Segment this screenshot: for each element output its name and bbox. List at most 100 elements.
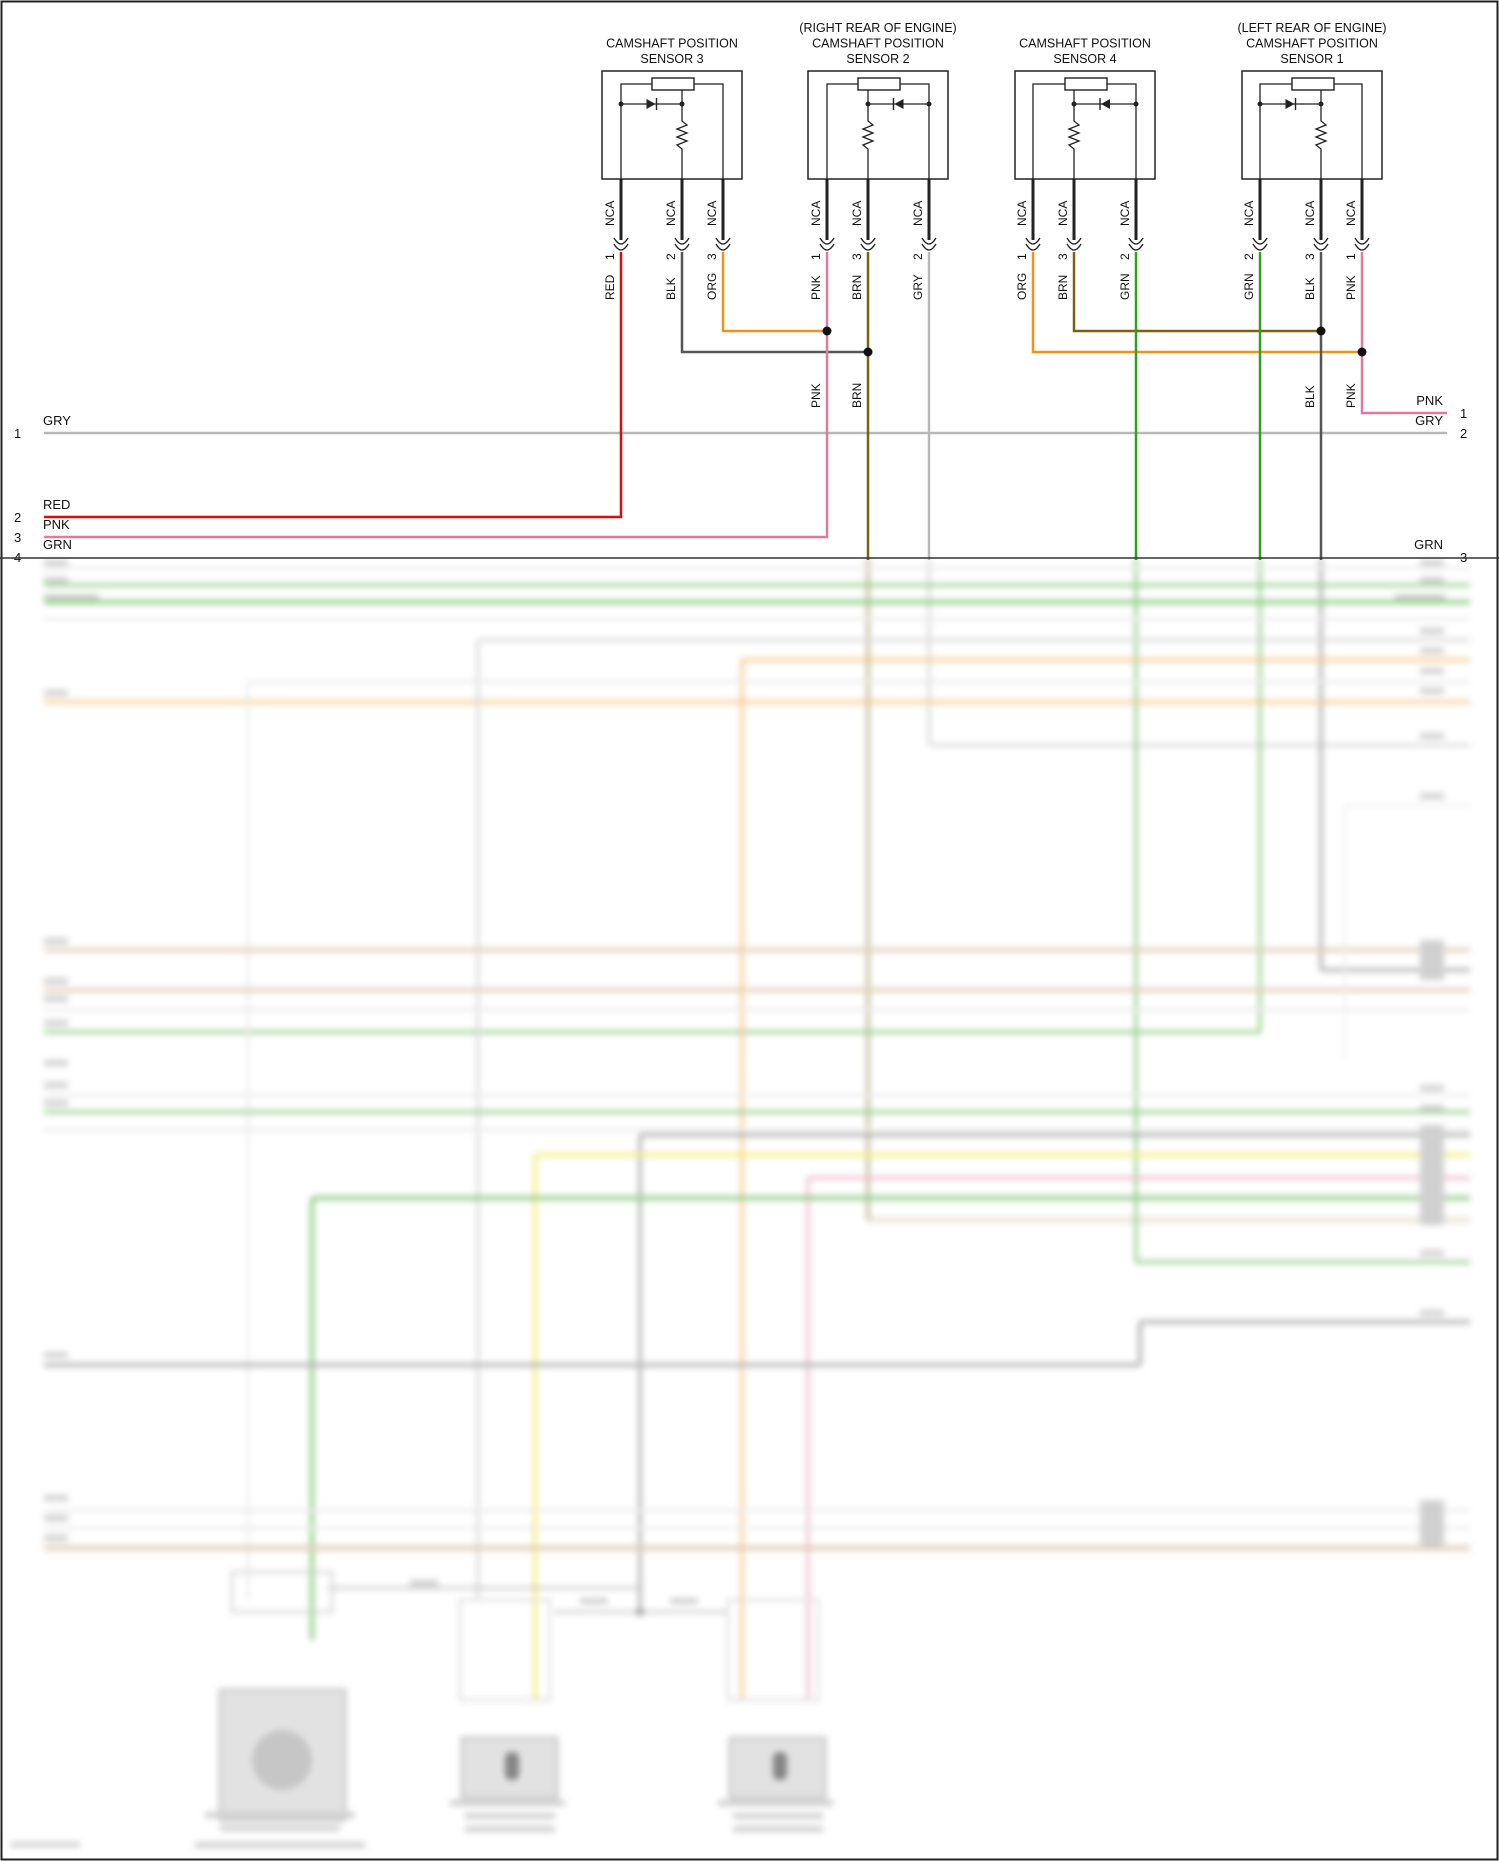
connector-symbol — [860, 237, 876, 251]
right-pin-wire-color: GRY — [1415, 413, 1443, 428]
pin-nca-label: NCA — [1344, 201, 1358, 226]
sensor-title-line: (RIGHT REAR OF ENGINE) — [799, 21, 956, 35]
potentiometer-symbol — [651, 77, 695, 91]
sensor-rail-left — [620, 83, 652, 179]
splice-dot — [863, 347, 873, 357]
connector-symbol — [1025, 237, 1041, 251]
pin-nca-label: NCA — [911, 201, 925, 226]
sensor-rail-right — [694, 83, 724, 179]
sensor-title-line: CAMSHAFT POSITION — [1246, 37, 1378, 51]
pin-number: 1 — [1015, 253, 1029, 260]
left-pin-number: 1 — [14, 426, 21, 441]
junction-dot — [679, 101, 685, 107]
pin-nca-label: NCA — [603, 201, 617, 226]
sensor-title-line: (LEFT REAR OF ENGINE) — [1237, 21, 1386, 35]
connector-symbol — [674, 237, 690, 251]
pin-number: 3 — [1056, 253, 1070, 260]
sensor-rail-right — [1107, 83, 1137, 179]
junction-dot — [926, 101, 932, 107]
wire-pnk-s1 — [1360, 252, 1447, 415]
left-pin-wire-color: GRY — [43, 413, 71, 428]
left-pin-wire-color: GRN — [43, 537, 72, 552]
connector-symbol — [921, 237, 937, 251]
splice-wire-label: BRN — [850, 383, 864, 408]
resistor-symbol — [1314, 103, 1328, 179]
junction-dot — [865, 101, 871, 107]
pin-nca-label: NCA — [850, 201, 864, 226]
pin-nca-label: NCA — [809, 201, 823, 226]
right-pin-number: 2 — [1460, 426, 1467, 441]
pin-number: 2 — [1242, 253, 1256, 260]
pin-number: 3 — [705, 253, 719, 260]
wire-brn-s4 — [1072, 252, 1321, 333]
connector-symbol — [1128, 237, 1144, 251]
sensor-title-line: SENSOR 1 — [1280, 52, 1343, 66]
junction-dot — [1071, 101, 1077, 107]
wire-red — [44, 252, 623, 519]
wire-org-s4 — [1031, 252, 1362, 354]
splice-dot — [822, 326, 832, 336]
pin-wire-color: BRN — [850, 275, 864, 300]
pin-nca-label: NCA — [1118, 201, 1132, 226]
left-pin-number: 2 — [14, 510, 21, 525]
pin-number: 1 — [809, 253, 823, 260]
sensor-rail-left — [1032, 83, 1065, 179]
splice-dot — [1357, 347, 1367, 357]
sensor-title-line: SENSOR 4 — [1053, 52, 1116, 66]
sensor-title-line: CAMSHAFT POSITION — [1019, 37, 1151, 51]
pin-number: 2 — [911, 253, 925, 260]
pin-nca-label: NCA — [1242, 201, 1256, 226]
splice-wire-label: PNK — [809, 383, 823, 408]
diode-icon — [1101, 99, 1110, 109]
potentiometer-symbol — [857, 77, 901, 91]
pin-wire-color: GRN — [1242, 273, 1256, 300]
diode-icon — [894, 99, 904, 109]
pin-number: 2 — [1118, 253, 1132, 260]
right-pin-number: 1 — [1460, 406, 1467, 421]
junction-dot — [1257, 101, 1263, 107]
sensor-title-line: CAMSHAFT POSITION — [812, 37, 944, 51]
sensor-title-line: CAMSHAFT POSITION — [606, 37, 738, 51]
splice-wire-label: PNK — [1344, 383, 1358, 408]
pin-wire-color: BLK — [1303, 277, 1317, 300]
sensor-title-line: SENSOR 3 — [640, 52, 703, 66]
pin-wire-color: GRY — [911, 274, 925, 300]
pin-wire-color: BRN — [1056, 275, 1070, 300]
left-pin-wire-color: RED — [43, 497, 70, 512]
pin-wire-color: ORG — [1015, 273, 1029, 300]
pin-wire-color: PNK — [1344, 275, 1358, 300]
right-pin-wire-color: GRN — [1414, 537, 1443, 552]
diode-icon — [1285, 99, 1295, 109]
connector-symbol — [1354, 237, 1370, 251]
resistor-symbol — [675, 103, 689, 179]
connector-symbol — [819, 237, 835, 251]
pin-number: 3 — [1303, 253, 1317, 260]
left-pin-number: 3 — [14, 530, 21, 545]
junction-dot — [618, 101, 624, 107]
connector-symbol — [1313, 237, 1329, 251]
potentiometer-symbol — [1291, 77, 1335, 91]
splice-wire-label: BLK — [1303, 385, 1317, 408]
sensor-rail-left — [1259, 83, 1292, 179]
obscured-region — [10, 558, 1470, 1848]
wire-pnk-s2 — [44, 252, 829, 539]
wire-blk-s3 — [680, 252, 868, 354]
pin-wire-color: ORG — [705, 273, 719, 300]
pin-number: 2 — [664, 253, 678, 260]
connector-symbol — [715, 237, 731, 251]
right-pin-wire-color: PNK — [1416, 393, 1443, 408]
connector-symbol — [1066, 237, 1082, 251]
resistor-symbol — [1067, 103, 1081, 179]
resistor-symbol — [861, 103, 875, 179]
connector-symbol — [613, 237, 629, 251]
pin-nca-label: NCA — [1303, 201, 1317, 226]
sensor-rail-right — [900, 83, 930, 179]
pin-nca-label: NCA — [705, 201, 719, 226]
junction-dot — [1133, 101, 1139, 107]
pin-wire-color: PNK — [809, 275, 823, 300]
sensor-title-line: SENSOR 2 — [846, 52, 909, 66]
sensor-rail-left — [826, 83, 858, 179]
diode-icon — [646, 99, 656, 109]
pin-number: 3 — [850, 253, 864, 260]
